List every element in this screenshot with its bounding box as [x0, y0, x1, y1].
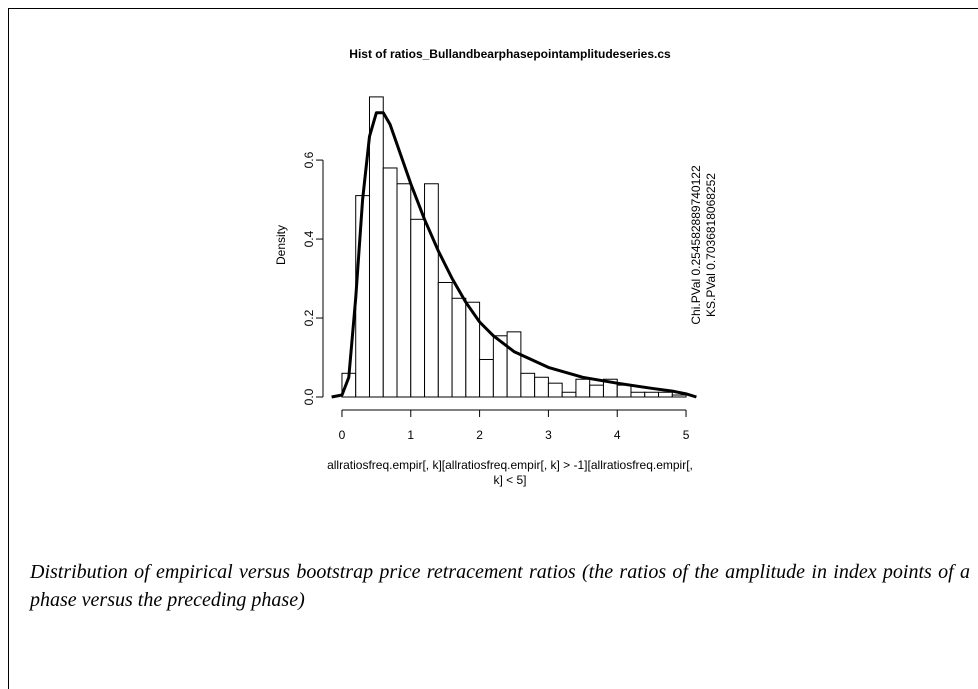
y-tick-label: 0.4: [302, 230, 316, 247]
annotation: KS.PVal 0.7036818068252: [704, 173, 718, 317]
bar: [451, 297, 467, 398]
chart-title: Hist of ratios_Bullandbearphasepointampl…: [349, 47, 671, 61]
bar: [382, 167, 398, 398]
bar: [479, 358, 494, 398]
bar: [575, 378, 591, 398]
bar: [671, 394, 687, 398]
y-tick-label: 0.6: [302, 151, 316, 168]
bar: [616, 384, 632, 398]
bar: [561, 391, 577, 398]
bar: [630, 391, 646, 398]
bar: [644, 391, 660, 398]
x-tick-label: 0: [339, 428, 346, 442]
x-axis-label: k] < 5]: [493, 473, 526, 487]
x-tick-label: 5: [683, 428, 690, 442]
bar: [534, 376, 549, 398]
bar: [437, 281, 453, 398]
frame: [8, 8, 978, 689]
bar: [465, 301, 481, 398]
y-tick-label: 0.2: [302, 309, 316, 326]
bar: [424, 183, 439, 398]
bar: [547, 382, 563, 398]
bar: [355, 195, 370, 398]
annotation: Chi.PVal 0.254582889740122: [689, 165, 703, 325]
density-curve: [331, 111, 697, 399]
x-tick-label: 4: [614, 428, 621, 442]
y-tick-label: 0.0: [302, 388, 316, 405]
bar: [368, 96, 384, 398]
bar: [520, 372, 536, 398]
bar: [658, 391, 673, 398]
bar: [410, 218, 426, 398]
x-tick-label: 1: [407, 428, 414, 442]
x-axis-label: allratiosfreq.empir[, k][allratiosfreq.e…: [327, 458, 693, 472]
bar: [589, 384, 604, 398]
bar: [506, 331, 522, 398]
bar: [396, 183, 412, 398]
x-tick-label: 3: [545, 428, 552, 442]
y-axis-label: Density: [274, 225, 288, 265]
x-tick-label: 2: [476, 428, 483, 442]
caption: Distribution of empirical versus bootstr…: [30, 561, 970, 611]
